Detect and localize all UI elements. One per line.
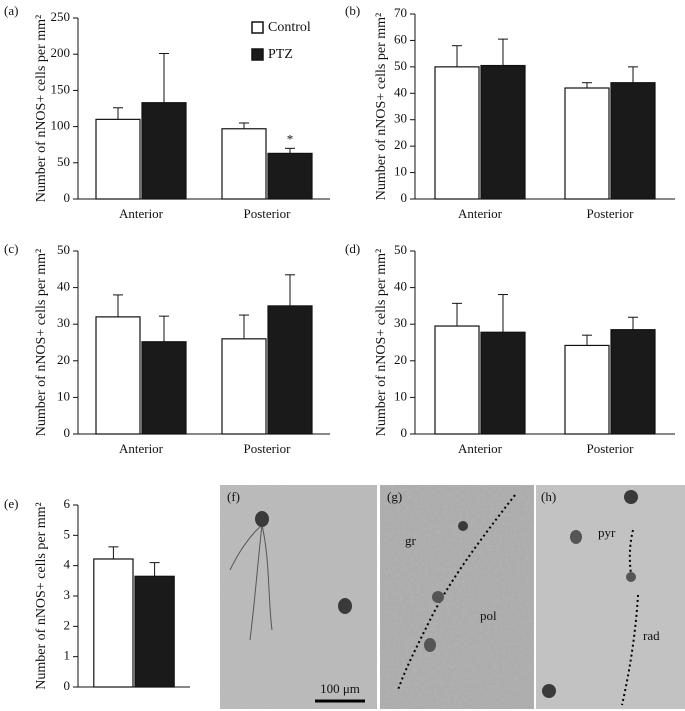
y-tick-label: 0: [64, 678, 71, 693]
y-tick-label: 70: [394, 5, 407, 20]
y-axis-label: Number of nNOS+ cells per mm²: [374, 13, 389, 200]
chart-panel: (a) Number of nNOS+ cells per mm² 0 50 100 15…: [4, 3, 330, 221]
region-label: pol: [480, 608, 497, 623]
bar: [564, 344, 610, 435]
x-tick-label: Posterior: [244, 206, 292, 221]
region-label: gr: [405, 533, 417, 548]
y-tick-label: 30: [394, 315, 407, 330]
bar: [267, 152, 313, 200]
micrograph-g: (g) gr pol: [380, 485, 534, 709]
y-tick-label: 5: [64, 526, 71, 541]
bar: [267, 305, 313, 435]
bar: [564, 87, 610, 200]
x-tick-label: Anterior: [458, 441, 503, 456]
y-tick-label: 20: [57, 352, 70, 367]
panel-label: (d): [345, 241, 360, 256]
x-tick-label: Anterior: [119, 206, 164, 221]
y-tick-label: 150: [51, 81, 71, 96]
y-tick-label: 50: [57, 242, 70, 257]
y-tick-label: 40: [394, 279, 407, 294]
y-axis-label: Number of nNOS+ cells per mm²: [34, 502, 49, 689]
y-tick-label: 50: [394, 242, 407, 257]
bar: [434, 325, 480, 435]
bar: [141, 341, 187, 435]
y-tick-label: 10: [394, 388, 407, 403]
y-tick-label: 50: [394, 58, 407, 73]
y-tick-label: 200: [51, 45, 71, 60]
y-axis-label: Number of nNOS+ cells per mm²: [34, 249, 49, 436]
chart-panel: (d) Number of nNOS+ cells per mm² 0 10 20 30 4…: [345, 241, 675, 456]
bar: [221, 128, 267, 200]
y-tick-label: 100: [51, 118, 71, 133]
micrograph-h: (h) pyr rad: [536, 485, 685, 709]
bar: [434, 66, 480, 200]
panel-label: (a): [4, 3, 18, 18]
y-tick-label: 60: [394, 31, 407, 46]
bar: [610, 329, 656, 435]
x-tick-label: Posterior: [587, 206, 635, 221]
x-tick-label: Posterior: [244, 441, 292, 456]
bar: [610, 82, 656, 200]
x-tick-label: Posterior: [587, 441, 635, 456]
panel-label: (h): [541, 489, 556, 504]
bar: [95, 118, 141, 200]
y-tick-label: 6: [64, 496, 71, 511]
y-tick-label: 10: [57, 388, 70, 403]
y-tick-label: 0: [64, 425, 71, 440]
bar: [93, 558, 134, 688]
y-tick-label: 20: [394, 137, 407, 152]
y-tick-label: 40: [57, 279, 70, 294]
region-label: pyr: [598, 525, 616, 540]
y-tick-label: 0: [401, 425, 408, 440]
y-tick-label: 10: [394, 164, 407, 179]
y-tick-label: 50: [57, 154, 70, 169]
y-tick-label: 0: [64, 190, 71, 205]
y-tick-label: 0: [401, 190, 408, 205]
micrograph-f: (f) 100 μm: [220, 485, 377, 709]
bar: [134, 575, 175, 688]
chart-panel: (e) Number of nNOS+ cells per mm² 0 1 2 3 4 5 6: [4, 496, 190, 693]
y-tick-label: 2: [64, 617, 71, 632]
y-tick-label: 1: [64, 648, 71, 663]
y-tick-label: 20: [394, 352, 407, 367]
region-label: rad: [643, 628, 660, 643]
y-tick-label: 40: [394, 84, 407, 99]
panel-label: (g): [387, 489, 402, 504]
annotation: *: [287, 131, 294, 146]
bar: [480, 64, 526, 200]
panel-label: (f): [227, 489, 240, 504]
x-tick-label: Anterior: [458, 206, 503, 221]
legend-swatch: [251, 48, 264, 61]
y-axis-label: Number of nNOS+ cells per mm²: [34, 15, 49, 202]
bar: [141, 102, 187, 200]
chart-panel: (c) Number of nNOS+ cells per mm² 0 10 20 30 4…: [4, 241, 330, 456]
panel-label: (c): [4, 241, 18, 256]
bar: [221, 338, 267, 435]
y-tick-label: 30: [57, 315, 70, 330]
scale-bar-label: 100 μm: [320, 681, 360, 696]
y-tick-label: 4: [64, 557, 71, 572]
bar: [480, 331, 526, 435]
y-axis-label: Number of nNOS+ cells per mm²: [374, 249, 389, 436]
x-tick-label: Anterior: [119, 441, 164, 456]
bar: [95, 316, 141, 435]
y-tick-label: 30: [394, 111, 407, 126]
legend-swatch: [251, 21, 264, 34]
legend-label: Control: [268, 20, 311, 35]
y-tick-label: 3: [64, 587, 71, 602]
chart-panel: (b) Number of nNOS+ cells per mm² 0 10 20 30 4…: [345, 3, 675, 221]
y-tick-label: 250: [51, 9, 71, 24]
panel-label: (b): [345, 3, 360, 18]
legend-label: PTZ: [268, 47, 293, 62]
panel-label: (e): [4, 496, 18, 511]
